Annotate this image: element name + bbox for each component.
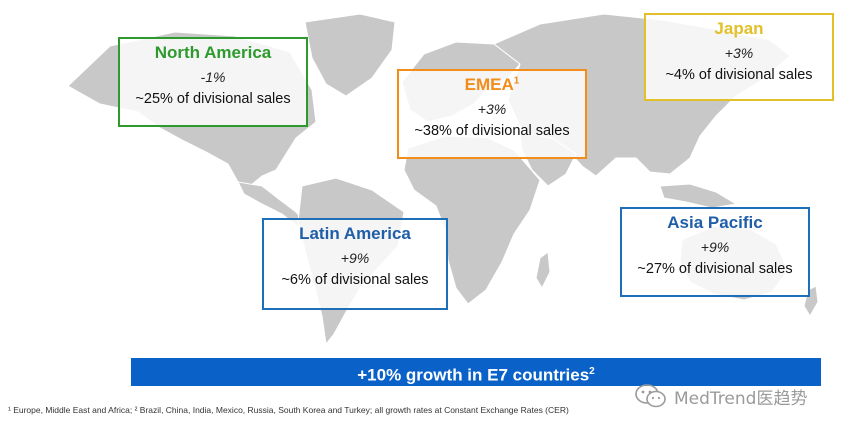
- wechat-icon: [635, 384, 666, 408]
- banner-text: +10% growth in E7 countries: [357, 365, 590, 385]
- footnote-mark: 2: [589, 366, 595, 377]
- region-sales-share: ~38% of divisional sales: [414, 123, 570, 139]
- greenland-shape: [304, 13, 396, 97]
- region-sales-share: ~4% of divisional sales: [665, 67, 813, 83]
- region-name: Latin America: [299, 224, 411, 243]
- region-growth: +9%: [340, 250, 370, 266]
- madagascar-shape: [535, 251, 551, 290]
- region-growth: +3%: [477, 101, 507, 117]
- region-growth: +9%: [700, 239, 730, 255]
- asia-pacific-box: Asia Pacific +9% ~27% of divisional sale…: [620, 207, 810, 297]
- region-name: Japan: [714, 19, 764, 38]
- footnote-mark: 1: [513, 75, 520, 87]
- region-sales-share: ~27% of divisional sales: [637, 261, 793, 277]
- footnote: ¹ Europe, Middle East and Africa; ² Braz…: [8, 405, 569, 415]
- region-name-wrapper: EMEA1: [399, 75, 585, 95]
- watermark: MedTrend医趋势: [634, 378, 854, 414]
- e7-growth-banner: +10% growth in E7 countries2: [131, 358, 821, 386]
- region-name: EMEA: [464, 75, 514, 94]
- north-america-box: North America -1% ~25% of divisional sal…: [118, 37, 308, 127]
- japan-box: Japan +3% ~4% of divisional sales: [644, 13, 834, 101]
- region-sales-share: ~25% of divisional sales: [135, 91, 291, 107]
- latin-america-box: Latin America +9% ~6% of divisional sale…: [262, 218, 448, 310]
- southeast-asia-shape: [659, 183, 738, 209]
- region-growth: +3%: [724, 45, 754, 61]
- watermark-text: MedTrend医趋势: [674, 388, 808, 409]
- region-sales-share: ~6% of divisional sales: [281, 272, 429, 288]
- region-name: Asia Pacific: [667, 213, 763, 232]
- emea-box: EMEA1 +3% ~38% of divisional sales: [397, 69, 587, 159]
- region-growth: -1%: [200, 69, 226, 85]
- region-name: North America: [154, 43, 272, 62]
